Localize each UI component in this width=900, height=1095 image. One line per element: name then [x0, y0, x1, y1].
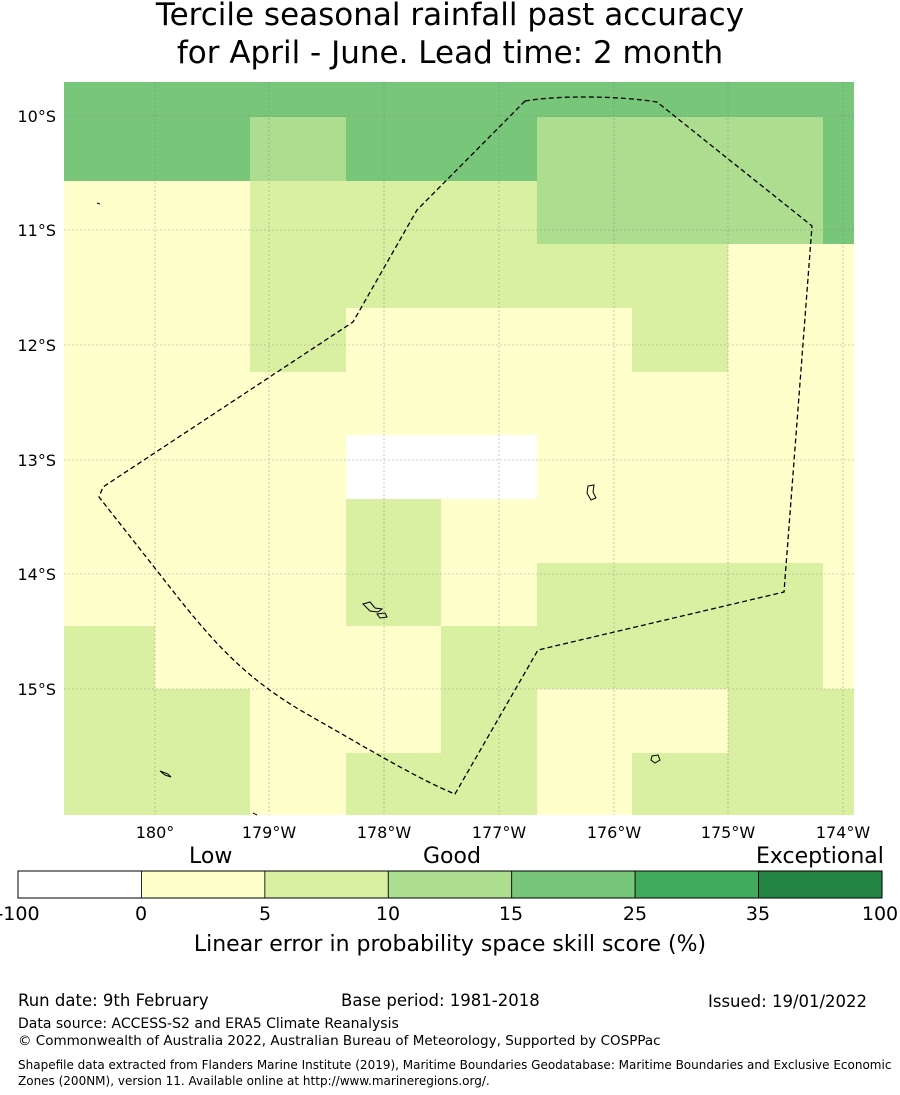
grid-cell	[64, 626, 155, 689]
shapefile-credit: Shapefile data extracted from Flanders M…	[18, 1058, 892, 1088]
title-line-1: Tercile seasonal rainfall past accuracy	[155, 0, 745, 33]
grid-cell	[632, 308, 728, 372]
colorbar-tick: 10	[375, 903, 401, 925]
lat-tick-label: 14°S	[17, 565, 56, 584]
run-date: Run date: 9th February	[18, 991, 209, 1010]
colorbar-label-good: Good	[423, 844, 481, 869]
lon-tick-label: 179°W	[242, 823, 297, 842]
lon-tick-label: 176°W	[587, 823, 642, 842]
colorbar-segment	[17, 870, 142, 899]
lat-tick-label: 10°S	[17, 107, 56, 126]
island	[252, 812, 258, 816]
colorbar-tick: 100	[861, 903, 899, 925]
grid-cell	[346, 753, 441, 815]
grid-cell	[537, 244, 728, 308]
colorbar-segment	[634, 870, 759, 899]
island	[362, 601, 384, 613]
issued-date: Issued: 19/01/2022	[708, 992, 868, 1011]
grid-cell	[537, 117, 823, 244]
lat-tick-label: 15°S	[17, 680, 56, 699]
data-source: Data source: ACCESS-S2 and ERA5 Climate …	[18, 1016, 399, 1032]
island	[650, 754, 661, 764]
colorbar-frame	[17, 870, 883, 899]
copyright: © Commonwealth of Australia 2022, Austra…	[18, 1033, 661, 1049]
base-period: Base period: 1981-2018	[341, 991, 540, 1010]
grid-cell	[728, 689, 854, 815]
colorbar-tick: 35	[745, 903, 771, 925]
grid-cell	[823, 181, 854, 244]
colorbar-segment	[758, 870, 883, 899]
colorbar-tick: 25	[622, 903, 648, 925]
island	[586, 484, 597, 501]
lat-tick-label: 11°S	[17, 221, 56, 240]
colorbar-tick: 15	[498, 903, 524, 925]
colorbar-label-exceptional: Exceptional	[756, 844, 884, 869]
colorbar-segment	[141, 870, 266, 899]
colorbar-title: Linear error in probability space skill …	[193, 932, 707, 957]
chart-title: Tercile seasonal rainfall past accuracy …	[0, 0, 900, 72]
grid-cell	[441, 626, 537, 815]
colorbar	[17, 870, 883, 899]
colorbar-tick: 5	[258, 903, 272, 925]
grid-cell	[346, 435, 537, 499]
colorbar-tick: -100	[0, 903, 40, 925]
lon-tick-label: 174°W	[816, 823, 871, 842]
island	[96, 202, 101, 205]
grid-cell	[632, 753, 728, 815]
lon-tick-label: 178°W	[357, 823, 412, 842]
lon-tick-label: 180°	[136, 823, 175, 842]
colorbar-tick: 0	[134, 903, 148, 925]
colorbar-segment	[387, 870, 513, 899]
island	[376, 612, 388, 619]
islands	[96, 202, 661, 816]
lon-tick-label: 177°W	[472, 823, 527, 842]
colorbar-segment	[264, 870, 389, 899]
grid-cell	[250, 181, 537, 308]
title-line-2: for April - June. Lead time: 2 month	[176, 35, 724, 71]
grid-cell	[250, 308, 346, 372]
eez-boundary	[98, 96, 813, 795]
grid-cell	[64, 689, 250, 815]
lon-tick-label: 175°W	[701, 823, 756, 842]
grid-cell	[346, 499, 441, 626]
colorbar-segment	[511, 870, 636, 899]
lat-tick-label: 13°S	[17, 451, 56, 470]
island	[159, 770, 172, 778]
grid-cell	[250, 117, 346, 181]
grid-cell	[537, 563, 823, 689]
lat-tick-label: 12°S	[17, 336, 56, 355]
colorbar-label-low: Low	[189, 844, 233, 869]
